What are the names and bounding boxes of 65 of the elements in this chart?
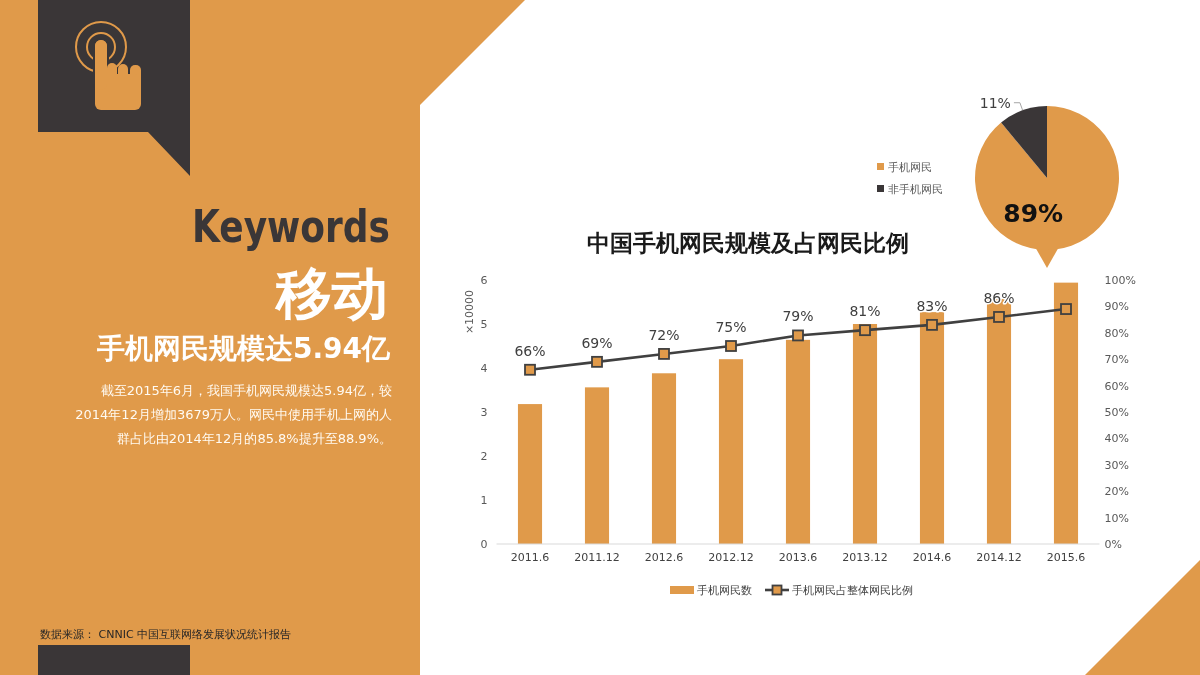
text: 截至2015年6月，我国手机网民规模达5.94亿，较2014年12月增加3679万人。网民中使用手机上网的人群占比由2014年12月的85.8%提升至88.9%。 xyxy=(75,383,392,446)
point xyxy=(524,363,536,376)
y-tick-label: 0 xyxy=(480,538,488,551)
point xyxy=(658,348,670,360)
text: Keywords xyxy=(192,201,435,252)
data-label: 79% xyxy=(782,308,814,325)
legend-label: 手机网民数 xyxy=(697,584,752,597)
y2-tick-label: 90% xyxy=(1104,300,1129,314)
point xyxy=(926,318,938,331)
data-label: 72% xyxy=(648,326,680,343)
x-tick-label: 2015.6 xyxy=(1046,551,1086,564)
bar xyxy=(919,312,945,544)
legend-label: 手机网民占整体网民比例 xyxy=(792,584,913,597)
point xyxy=(792,329,804,342)
point xyxy=(1060,303,1072,315)
text: 手机网民规模达5.94亿 xyxy=(95,332,391,365)
y2-tick-label: 50% xyxy=(1104,406,1129,419)
y2-tick-label: 0% xyxy=(1104,538,1122,551)
x-tick-label: 2011.12 xyxy=(574,551,620,564)
legend-label: 手机网民 xyxy=(888,161,932,174)
y2-tick-label: 60% xyxy=(1104,379,1129,393)
data-label: 75% xyxy=(715,319,747,335)
x-tick-label: 2012.6 xyxy=(644,551,684,564)
point xyxy=(725,340,737,352)
y2-tick-label: 80% xyxy=(1104,326,1129,340)
bar xyxy=(1053,282,1079,544)
y2-tick-label: 70% xyxy=(1104,353,1129,367)
y2-tick-label: 100% xyxy=(1104,274,1136,287)
y2-tick-label: 40% xyxy=(1104,432,1129,446)
data-label: 81% xyxy=(849,303,881,320)
chart-title: 中国手机网民规模及占网民比例 xyxy=(587,230,909,256)
x-tick-label: 2012.12 xyxy=(708,551,754,564)
x-tick-label: 2013.12 xyxy=(842,551,888,564)
y-tick-label: 6 xyxy=(480,274,488,287)
data-label: 83% xyxy=(916,297,948,314)
point xyxy=(591,355,603,368)
y-tick-label: 1 xyxy=(480,494,488,507)
pie-slice xyxy=(1001,106,1047,178)
point xyxy=(993,311,1005,323)
data-label: 69% xyxy=(581,334,613,351)
bar xyxy=(517,404,543,544)
text: 移动 xyxy=(274,261,388,326)
y2-tick-label: 10% xyxy=(1104,511,1129,525)
bar xyxy=(651,373,677,544)
data-label: 66% xyxy=(514,342,546,359)
y-tick-label: 4 xyxy=(480,362,488,375)
data-label: 11% xyxy=(979,94,1011,111)
x-tick-label: 2014.12 xyxy=(976,551,1022,564)
bar xyxy=(852,324,878,544)
y-tick-label: 2 xyxy=(480,450,488,463)
bar xyxy=(584,387,610,544)
y-axis-title: ×10000 xyxy=(462,289,476,335)
legend-label: 非手机网民 xyxy=(888,183,943,196)
y2-tick-label: 30% xyxy=(1104,458,1129,472)
x-tick-label: 2011.6 xyxy=(510,551,550,564)
y-tick-label: 3 xyxy=(480,406,488,419)
x-tick-label: 2014.6 xyxy=(912,551,952,564)
point xyxy=(859,324,871,337)
pie-slice xyxy=(975,106,1119,250)
x-tick-label: 2013.6 xyxy=(778,551,818,564)
bar xyxy=(718,359,744,544)
data-label: 89% xyxy=(1003,198,1064,228)
y2-tick-label: 20% xyxy=(1104,485,1129,499)
y-tick-label: 5 xyxy=(480,318,488,331)
source-note: 数据来源： CNNIC 中国互联网络发展状况统计报告 xyxy=(40,628,292,641)
